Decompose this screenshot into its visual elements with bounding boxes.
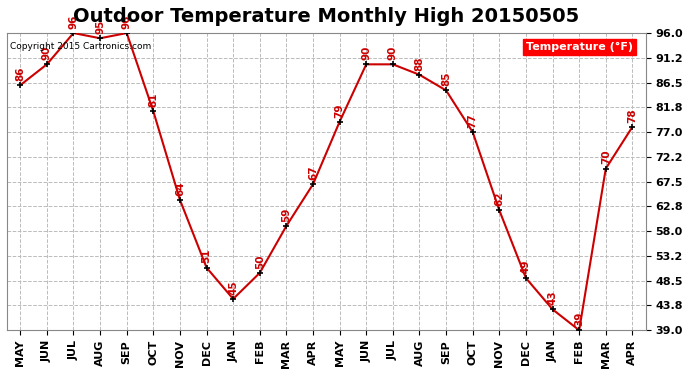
Text: 43: 43 [548,291,558,305]
Text: 45: 45 [228,280,238,295]
Text: 85: 85 [441,72,451,86]
Text: 78: 78 [627,108,638,123]
Text: 70: 70 [601,150,611,164]
Text: 90: 90 [362,46,371,60]
Text: Temperature (°F): Temperature (°F) [526,42,633,52]
Text: 90: 90 [42,46,52,60]
Text: 51: 51 [201,249,212,264]
Text: 77: 77 [468,113,477,128]
Text: 95: 95 [95,20,105,34]
Text: 90: 90 [388,46,398,60]
Text: 96: 96 [68,15,79,29]
Text: 67: 67 [308,165,318,180]
Text: 49: 49 [521,260,531,274]
Text: 79: 79 [335,103,344,117]
Text: 81: 81 [148,93,158,107]
Text: 88: 88 [415,56,424,70]
Text: 62: 62 [494,192,504,206]
Text: Copyright 2015 Cartronics.com: Copyright 2015 Cartronics.com [10,42,151,51]
Text: 86: 86 [15,66,26,81]
Text: 96: 96 [121,15,132,29]
Text: 39: 39 [574,312,584,326]
Text: 59: 59 [282,207,291,222]
Title: Outdoor Temperature Monthly High 20150505: Outdoor Temperature Monthly High 2015050… [73,7,580,26]
Text: 50: 50 [255,254,265,269]
Text: 64: 64 [175,181,185,196]
